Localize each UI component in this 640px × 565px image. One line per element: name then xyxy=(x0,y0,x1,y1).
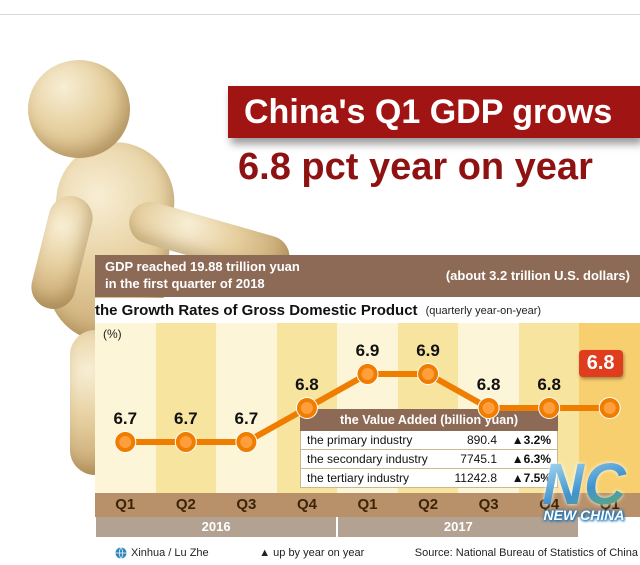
x-axis-tick: Q4 xyxy=(296,496,317,513)
globe-icon xyxy=(115,547,127,559)
title-text: China's Q1 GDP grows xyxy=(244,92,613,131)
highlight-value-badge: 6.8 xyxy=(578,350,623,377)
table-row: the secondary industry 7745.1▲6.3% xyxy=(300,450,558,469)
chart-header: the Growth Rates of Gross Domestic Produ… xyxy=(95,298,640,323)
x-axis-tick: Q4 xyxy=(519,493,580,517)
year-band: 2016 xyxy=(96,517,337,537)
source-note: Source: National Bureau of Statistics of… xyxy=(414,547,638,559)
x-axis-tick: Q1 xyxy=(357,496,378,513)
industry-change: ▲7.5% xyxy=(497,471,551,485)
x-axis-tick: Q3 xyxy=(478,496,499,513)
chart-subtitle: (quarterly year-on-year) xyxy=(425,304,542,317)
value-label: 6.9 xyxy=(416,341,440,360)
chart-title: the Growth Rates of Gross Domestic Produ… xyxy=(95,302,418,319)
data-marker xyxy=(175,432,196,452)
x-axis-tick: Q1 xyxy=(580,493,640,517)
table-body: the primary industry 890.4 ▲3.2% the second… xyxy=(300,431,558,488)
logo-letters: NC xyxy=(528,455,640,515)
value-label: 6.8 xyxy=(295,375,319,394)
plot-stripe xyxy=(155,323,217,493)
plot-stripe xyxy=(95,323,156,493)
subtitle: 6.8 pct year on year xyxy=(238,146,593,188)
x-axis-tick: Q1 xyxy=(115,496,136,513)
industry-value: 11242.8 xyxy=(454,471,498,485)
x-axis-tick: Q2 xyxy=(175,496,196,513)
industry-change: ▲6.3% xyxy=(497,452,551,466)
industry-label: the tertiary industry xyxy=(307,471,410,485)
new-china-logo: NC NEW CHINA xyxy=(528,455,640,547)
gdp-trend-line xyxy=(114,363,621,453)
plot-stripe xyxy=(216,323,277,493)
legend-note: ▲ up by year on year xyxy=(259,547,365,559)
info-left-line2: in the first quarter of 2018 xyxy=(105,276,265,291)
industry-change: ▲3.2% xyxy=(511,433,551,447)
info-left-line1: GDP reached 19.88 trillion yuan xyxy=(105,259,300,275)
value-label: 6.7 xyxy=(113,409,138,428)
data-marker xyxy=(599,398,620,418)
title-banner: China's Q1 GDP grows xyxy=(228,86,640,138)
y-axis-label: (%) xyxy=(103,327,122,341)
info-right: (about 3.2 trillion U.S. dollars) xyxy=(445,267,630,283)
data-marker xyxy=(115,432,136,452)
value-label: 6.7 xyxy=(234,409,259,428)
logo-caption: NEW CHINA xyxy=(543,507,625,523)
value-label: 6.9 xyxy=(355,341,380,360)
year-band-row: 2016 2017 xyxy=(95,517,640,537)
plot-area: (%) the Value Added (billion yuan) the p… xyxy=(95,323,640,493)
table-row: the tertiary industry 11242.8▲7.5% xyxy=(300,469,558,488)
value-label: 6.7 xyxy=(174,409,198,428)
industry-label: the primary industry xyxy=(307,433,413,447)
data-marker xyxy=(357,364,378,384)
credit: Xinhua / Lu Zhe xyxy=(115,547,209,559)
industry-label: the secondary industry xyxy=(307,452,428,466)
value-added-table: the Value Added (billion yuan) the prima… xyxy=(300,409,558,488)
data-marker xyxy=(236,432,257,452)
x-axis-tick: Q2 xyxy=(418,496,439,513)
industry-value: 890.4 xyxy=(466,433,497,447)
x-axis-row: Q1Q2Q3Q4Q1Q2Q3Q4Q1 xyxy=(95,493,640,517)
data-marker xyxy=(418,364,439,384)
data-marker xyxy=(296,398,317,418)
info-bar: GDP reached 19.88 trillion yuan in the f… xyxy=(95,255,640,297)
top-divider xyxy=(0,14,640,15)
credit-text: Xinhua / Lu Zhe xyxy=(131,547,209,559)
footer: Xinhua / Lu Zhe ▲ up by year on year Sou… xyxy=(95,543,640,563)
mascot-head xyxy=(28,60,130,158)
data-marker xyxy=(539,398,560,418)
value-label: 6.8 xyxy=(476,375,501,394)
table-row: the primary industry 890.4 ▲3.2% xyxy=(300,431,558,450)
x-axis-tick: Q3 xyxy=(236,496,257,513)
data-marker xyxy=(478,398,499,418)
year-band: 2017 xyxy=(338,517,579,537)
value-label: 6.8 xyxy=(537,375,561,394)
industry-value: 7745.1 xyxy=(460,452,497,466)
info-left: GDP reached 19.88 trillion yuan in the f… xyxy=(105,259,300,293)
